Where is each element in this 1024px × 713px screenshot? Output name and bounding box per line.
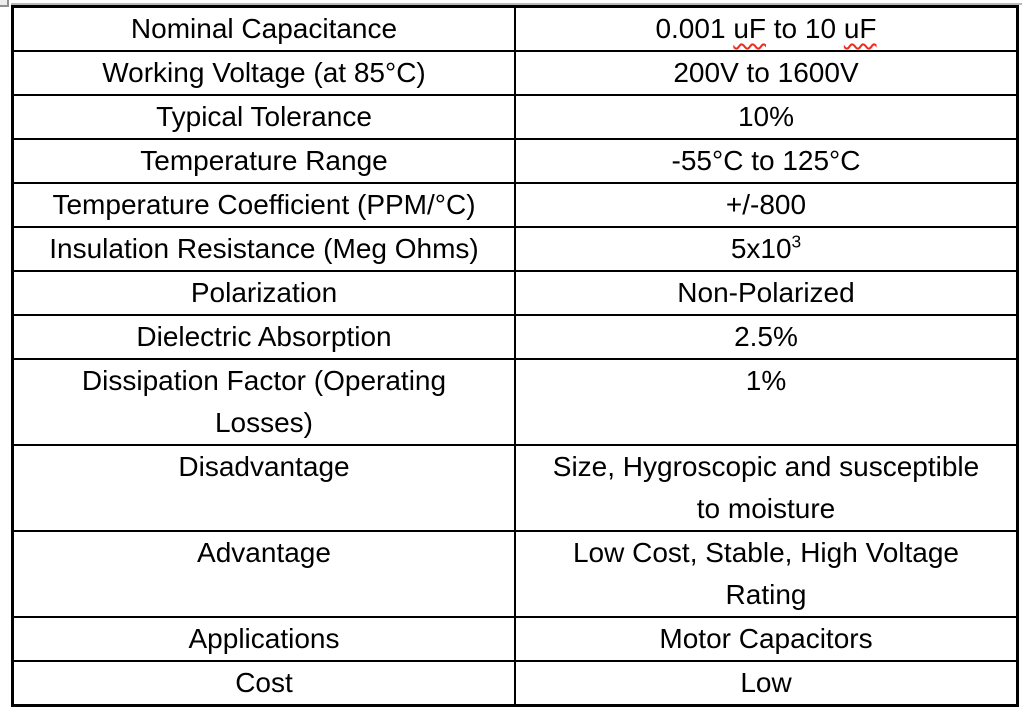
- spec-value-cell[interactable]: +/-800: [514, 182, 1019, 228]
- table-row: Cost Low: [11, 660, 1019, 707]
- spec-label: Temperature Range: [140, 145, 388, 176]
- spec-label-cell[interactable]: Advantage: [11, 530, 516, 618]
- spec-label: Applications: [188, 623, 340, 654]
- table-row: Temperature Coefficient (PPM/°C) +/-800: [11, 182, 1019, 228]
- spec-value: +/-800: [725, 189, 807, 220]
- spec-value-cell[interactable]: 5x103: [514, 226, 1019, 272]
- spec-value-cell[interactable]: Low Cost, Stable, High Voltage Rating: [514, 530, 1019, 618]
- table-row: Working Voltage (at 85°C) 200V to 1600V: [11, 50, 1019, 96]
- spec-value: Rating: [725, 579, 807, 610]
- spec-label-cell[interactable]: Applications: [11, 616, 516, 662]
- spec-value-cell[interactable]: 0.001 uF to 10 uF: [514, 5, 1019, 52]
- spec-label: Nominal Capacitance: [130, 13, 398, 44]
- table-row: Nominal Capacitance 0.001 uF to 10 uF: [11, 5, 1019, 52]
- spec-value: 5x103: [516, 228, 1016, 270]
- spec-value-cell[interactable]: -55°C to 125°C: [514, 138, 1019, 184]
- table-row: Typical Tolerance 10%: [11, 94, 1019, 140]
- spec-value-cell[interactable]: 1%: [514, 358, 1019, 446]
- spec-label: Typical Tolerance: [156, 101, 372, 132]
- spec-value: 0.001 uF to 10 uF: [516, 8, 1016, 50]
- spec-value: Motor Capacitors: [659, 623, 873, 654]
- value-text: 0.001: [655, 13, 734, 44]
- spec-value-cell[interactable]: Size, Hygroscopic and susceptible to moi…: [514, 444, 1019, 532]
- spec-label: Working Voltage (at 85°C): [102, 57, 426, 88]
- spec-value: 1%: [745, 365, 787, 396]
- spec-value: Size, Hygroscopic and susceptible: [552, 451, 980, 482]
- table-row: Advantage Low Cost, Stable, High Voltage…: [11, 530, 1019, 618]
- spec-label: Cost: [235, 667, 293, 698]
- spec-label: Insulation Resistance (Meg Ohms): [49, 233, 479, 264]
- spec-value-cell[interactable]: 2.5%: [514, 314, 1019, 360]
- table-row: Dissipation Factor (Operating Losses) 1%: [11, 358, 1019, 446]
- spec-label-cell[interactable]: Nominal Capacitance: [11, 5, 516, 52]
- table-row: Insulation Resistance (Meg Ohms) 5x103: [11, 226, 1019, 272]
- spec-label: Disadvantage: [178, 451, 350, 482]
- spec-label: Dissipation Factor (Operating: [81, 365, 447, 396]
- spec-label-cell[interactable]: Polarization: [11, 270, 516, 316]
- table-row: Temperature Range -55°C to 125°C: [11, 138, 1019, 184]
- table-row: Polarization Non-Polarized: [11, 270, 1019, 316]
- value-text: to 10: [766, 13, 844, 44]
- spec-label: Polarization: [190, 277, 338, 308]
- spec-value: 10%: [737, 101, 795, 132]
- spec-value: Low Cost, Stable, High Voltage: [572, 537, 959, 568]
- superscript-exponent: 3: [791, 231, 802, 252]
- spec-value: Non-Polarized: [677, 277, 855, 308]
- value-text: 5x10: [730, 233, 792, 264]
- spec-label-cell[interactable]: Temperature Range: [11, 138, 516, 184]
- table-row: Disadvantage Size, Hygroscopic and susce…: [11, 444, 1019, 532]
- spec-label-cell[interactable]: Dielectric Absorption: [11, 314, 516, 360]
- spec-label-cell[interactable]: Insulation Resistance (Meg Ohms): [11, 226, 516, 272]
- spec-label-cell[interactable]: Typical Tolerance: [11, 94, 516, 140]
- table-top-hairline: [11, 3, 1022, 5]
- spec-label: Losses): [214, 407, 314, 438]
- spec-value: 2.5%: [734, 321, 798, 352]
- spec-value: 200V to 1600V: [673, 57, 859, 88]
- spec-value-cell[interactable]: 200V to 1600V: [514, 50, 1019, 96]
- spec-label: Dielectric Absorption: [136, 321, 392, 352]
- spec-label-cell[interactable]: Dissipation Factor (Operating Losses): [11, 358, 516, 446]
- capacitor-spec-table: Nominal Capacitance 0.001 uF to 10 uF Wo…: [11, 5, 1019, 707]
- spec-value: to moisture: [696, 493, 836, 524]
- spec-label-cell[interactable]: Working Voltage (at 85°C): [11, 50, 516, 96]
- spec-value: Low: [740, 667, 792, 698]
- misspelled-word: uF: [733, 13, 766, 44]
- spec-label-cell[interactable]: Temperature Coefficient (PPM/°C): [11, 182, 516, 228]
- spec-value-cell[interactable]: Low: [514, 660, 1019, 707]
- table-row: Dielectric Absorption 2.5%: [11, 314, 1019, 360]
- spec-value-cell[interactable]: Non-Polarized: [514, 270, 1019, 316]
- table-row: Applications Motor Capacitors: [11, 616, 1019, 662]
- spec-label: Temperature Coefficient (PPM/°C): [52, 189, 476, 220]
- spec-value-cell[interactable]: 10%: [514, 94, 1019, 140]
- misspelled-word: uF: [843, 13, 877, 44]
- spec-label: Advantage: [197, 537, 331, 568]
- spec-label-cell[interactable]: Cost: [11, 660, 516, 707]
- spec-label-cell[interactable]: Disadvantage: [11, 444, 516, 532]
- corner-ui-fragment: [0, 0, 9, 7]
- spec-value-cell[interactable]: Motor Capacitors: [514, 616, 1019, 662]
- spec-value: -55°C to 125°C: [671, 145, 861, 176]
